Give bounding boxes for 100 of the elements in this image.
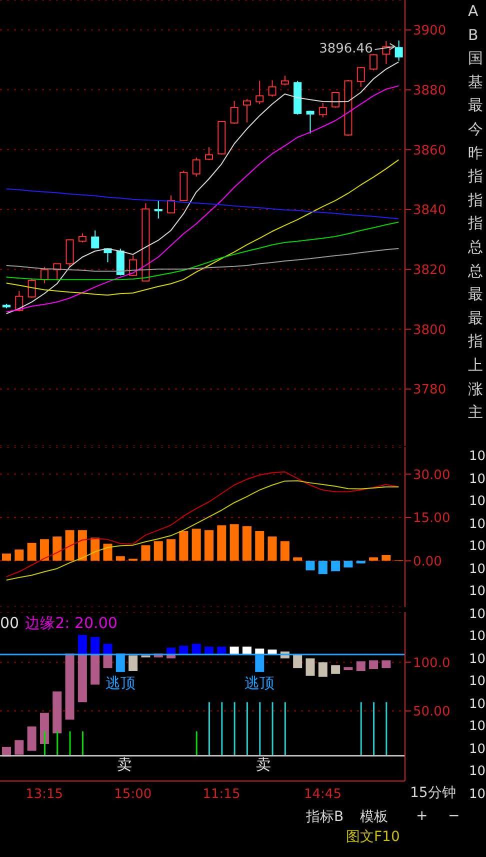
text: 15分钟: [410, 784, 456, 802]
bar: [293, 557, 302, 561]
candlestick: [306, 110, 314, 134]
bar: [78, 530, 87, 561]
bar: [65, 653, 74, 720]
text: 10: [469, 650, 486, 668]
bar: [128, 655, 138, 671]
candlestick: [91, 230, 100, 249]
bar: [78, 652, 87, 702]
text: −: [448, 808, 460, 824]
text: 图文F10: [346, 828, 400, 846]
text: 最: [468, 95, 484, 116]
x-tick-label: 14:45: [304, 787, 342, 802]
text: 涨: [468, 378, 484, 400]
candlestick: [167, 194, 176, 214]
bar: [40, 712, 49, 744]
text: B: [468, 24, 480, 46]
text: 10: [469, 696, 486, 714]
text: 总: [468, 236, 484, 258]
bar: [293, 654, 302, 668]
bar: [344, 560, 353, 568]
text: 基: [468, 72, 484, 93]
candlestick: [370, 53, 378, 71]
bar: [331, 665, 340, 674]
bar: [103, 644, 112, 654]
candlestick: [28, 278, 36, 298]
bar: [344, 667, 353, 670]
bar: [141, 545, 150, 561]
y-tick-label: 30.00: [413, 468, 450, 483]
text: 10: [469, 560, 486, 578]
bar: [382, 555, 391, 561]
annotation: 00: [0, 614, 20, 632]
bar: [154, 541, 163, 561]
text: 10: [469, 740, 486, 758]
bar: [2, 554, 11, 561]
bar: [27, 542, 36, 561]
y-tick-label: 3840: [413, 203, 446, 218]
text: 10: [469, 763, 486, 781]
candlestick: [256, 80, 264, 105]
bar: [331, 560, 340, 572]
text: 10: [469, 673, 486, 691]
bar: [65, 530, 74, 561]
bar: [356, 560, 366, 564]
text: 指: [468, 190, 484, 211]
bar: [255, 531, 264, 561]
bar: [369, 557, 378, 561]
text: 指标B: [306, 808, 344, 826]
text: 最: [468, 308, 484, 329]
bar: [280, 541, 290, 561]
y-tick-label: 0.00: [413, 554, 442, 570]
bar: [217, 525, 226, 561]
text: +: [416, 808, 428, 824]
text: 主: [468, 402, 484, 424]
text: 指: [468, 331, 484, 352]
text: 10: [469, 718, 486, 736]
text: 10: [469, 493, 486, 511]
data-label: 逃顶: [244, 674, 275, 692]
bar: [369, 660, 378, 670]
bar: [116, 556, 125, 561]
bar: [204, 530, 214, 561]
bar: [52, 536, 62, 561]
line-series: [6, 159, 400, 296]
y-tick-label: 100.0: [413, 656, 450, 671]
bar: [356, 661, 366, 671]
text: 上: [468, 354, 484, 376]
candlestick: [192, 156, 200, 178]
candlestick: [154, 200, 162, 220]
bar: [40, 539, 49, 561]
candlestick: [66, 238, 74, 267]
text: 模板: [360, 808, 388, 826]
y-tick-label: 15.00: [413, 511, 450, 526]
x-tick-label: 15:00: [114, 787, 152, 802]
line-series: [6, 188, 400, 220]
bar: [14, 740, 24, 755]
bar: [78, 634, 87, 654]
y-tick-label: 50.00: [413, 704, 450, 720]
data-label: 逃顶: [105, 674, 136, 692]
text: 最: [468, 284, 484, 306]
candlestick: [394, 40, 403, 62]
annotation: 边缘2: 20.00: [25, 614, 118, 632]
text: 10: [469, 583, 486, 601]
annotation: 卖: [256, 756, 272, 774]
bar: [103, 544, 112, 561]
candlestick: [230, 100, 238, 124]
candlestick: [40, 266, 48, 284]
candlestick: [318, 102, 327, 118]
bar: [90, 636, 100, 654]
candlestick: [116, 248, 124, 276]
text: A: [468, 1, 480, 22]
bar: [27, 726, 36, 751]
y-tick-label: 3780: [413, 382, 446, 398]
bar: [306, 658, 315, 676]
bar: [230, 524, 239, 561]
text: 指: [468, 166, 484, 188]
bar: [242, 526, 252, 561]
text: 10: [469, 470, 486, 488]
x-tick-label: 11:15: [202, 787, 240, 802]
bar: [52, 691, 62, 734]
bar: [382, 660, 391, 668]
text: 指: [468, 213, 484, 234]
